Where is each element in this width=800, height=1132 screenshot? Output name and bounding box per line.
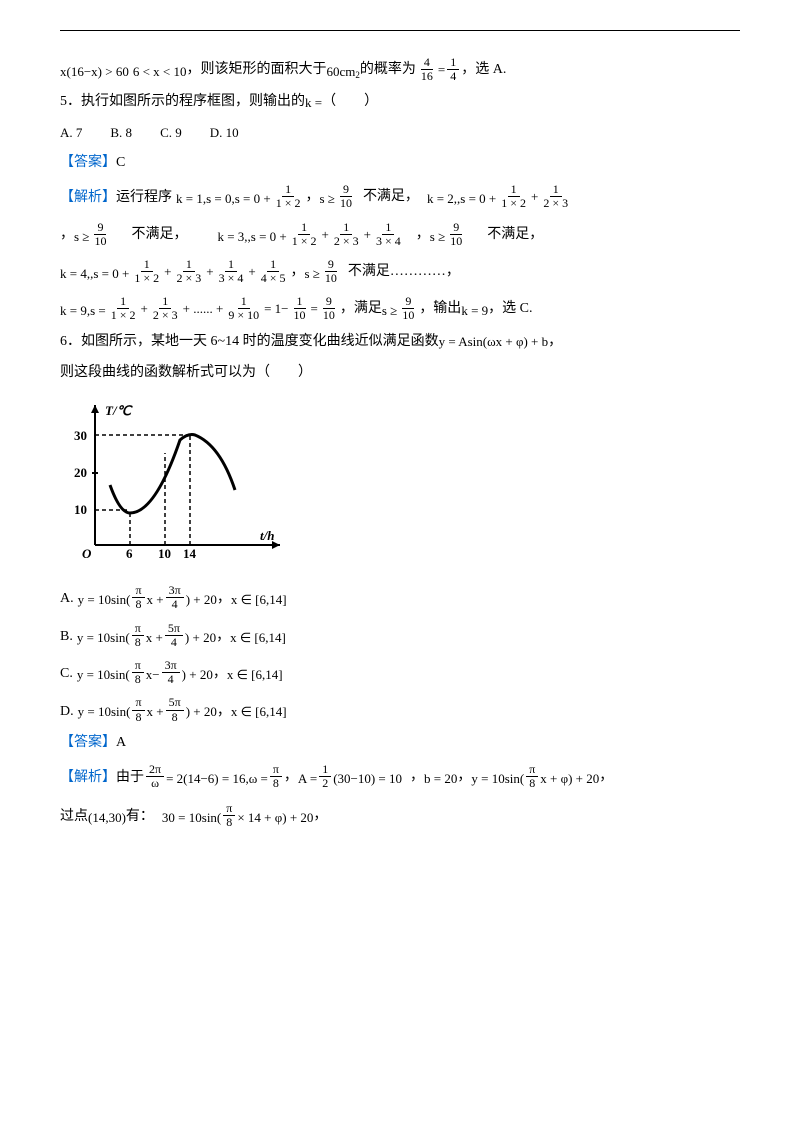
jiexi-label: 【解析】 (60, 185, 116, 210)
q6-optC: C. y = 10sin( π8 x− 3π4 ) + 20 ， x ∈ [6,… (60, 659, 740, 686)
q5-blank: （ ） (322, 89, 378, 114)
run: 运行程序 (116, 185, 172, 210)
area: 60cm (327, 60, 356, 83)
frag-line: x(16−x) > 60 6 < x < 10 ，则该矩形的面积大于 60cm2… (60, 56, 740, 83)
nm1: 不满足， (363, 184, 419, 209)
frac1: 416 (418, 56, 436, 83)
f910-1: 910 (337, 183, 355, 210)
q6-jiexi-1: 【解析】 由于 2πω = 2(14−6) = 16,ω = π8 ， A = … (60, 763, 740, 790)
after: 的概率为 (360, 57, 416, 82)
eq2: 6 < x < 10 (133, 60, 187, 83)
answer-val: C (116, 150, 125, 175)
sge1: s ≥ (319, 187, 334, 210)
q5-optB: B. 8 (110, 121, 132, 144)
ylabel: T/℃ (105, 403, 134, 418)
q5-answer: 【答案】 C (60, 150, 740, 175)
q6-stem1: 6．如图所示，某地一天 6~14 时的温度变化曲线近似满足函数 (60, 329, 439, 354)
q5-optD: D. 10 (210, 121, 239, 144)
q6-optB: B. y = 10sin( π8 x + 5π4 ) + 20 ， x ∈ [6… (60, 622, 740, 649)
f1: 11 × 2 (273, 183, 304, 210)
svg-text:14: 14 (183, 546, 197, 561)
q5-keq: k = (305, 91, 322, 114)
q6-answer: 【答案】 A (60, 730, 740, 755)
q6-func: y = Asin(ωx + φ) + b (439, 330, 549, 353)
q5-jiexi-4: k = 9,s = 11 × 2 + 12 × 3 + ...... + 19 … (60, 295, 740, 322)
xlabel: t/h (260, 528, 274, 543)
svg-text:10: 10 (74, 502, 87, 517)
q5-optC: C. 9 (160, 121, 182, 144)
svg-text:30: 30 (74, 428, 87, 443)
frac2: 14 (447, 56, 459, 83)
temperature-chart: T/℃ t/h 30 20 10 O 6 10 14 (60, 395, 740, 574)
q6-optD: D. y = 10sin( π8 x + 5π8 ) + 20 ， x ∈ [6… (60, 696, 740, 723)
k1: k = 1,s = 0,s = 0 + (176, 187, 271, 210)
eq1: x(16−x) > 60 (60, 60, 129, 83)
chart-svg: T/℃ t/h 30 20 10 O 6 10 14 (60, 395, 290, 565)
eq: = (438, 58, 445, 81)
q6-jiexi-2: 过点 (14,30) 有： 30 = 10sin( π8 × 14 + φ) +… (60, 802, 740, 829)
q5-jiexi-1: 【解析】 运行程序 k = 1,s = 0,s = 0 + 11 × 2 ， s… (60, 183, 740, 210)
q5-options: A. 7 B. 8 C. 9 D. 10 (60, 121, 740, 144)
top-rule (60, 30, 740, 31)
q5-jiexi-3: k = 4,,s = 0 + 11 × 2 + 12 × 3 + 13 × 4 … (60, 258, 740, 285)
q6-optA: A. y = 10sin( π8 x + 3π4 ) + 20 ， x ∈ [6… (60, 584, 740, 611)
q6-text: 6．如图所示，某地一天 6~14 时的温度变化曲线近似满足函数 y = Asin… (60, 329, 740, 354)
svg-text:O: O (82, 546, 92, 561)
svg-text:20: 20 (74, 465, 87, 480)
q5-jiexi-2: ， s ≥ 910 不满足， k = 3,,s = 0 + 11 × 2 + 1… (60, 221, 740, 248)
k2: k = 2,,s = 0 + (427, 187, 496, 210)
tail: ，选 A. (461, 57, 506, 82)
svg-text:10: 10 (158, 546, 171, 561)
mid: ，则该矩形的面积大于 (187, 57, 327, 82)
q5-stem: 5．执行如图所示的程序框图，则输出的 (60, 89, 305, 114)
q5-optA: A. 7 (60, 121, 82, 144)
q5-text: 5．执行如图所示的程序框图，则输出的 k = （ ） (60, 89, 740, 114)
answer-label: 【答案】 (60, 150, 116, 175)
svg-text:6: 6 (126, 546, 133, 561)
q6-text2: 则这段曲线的函数解析式可以为（ ） (60, 360, 740, 385)
